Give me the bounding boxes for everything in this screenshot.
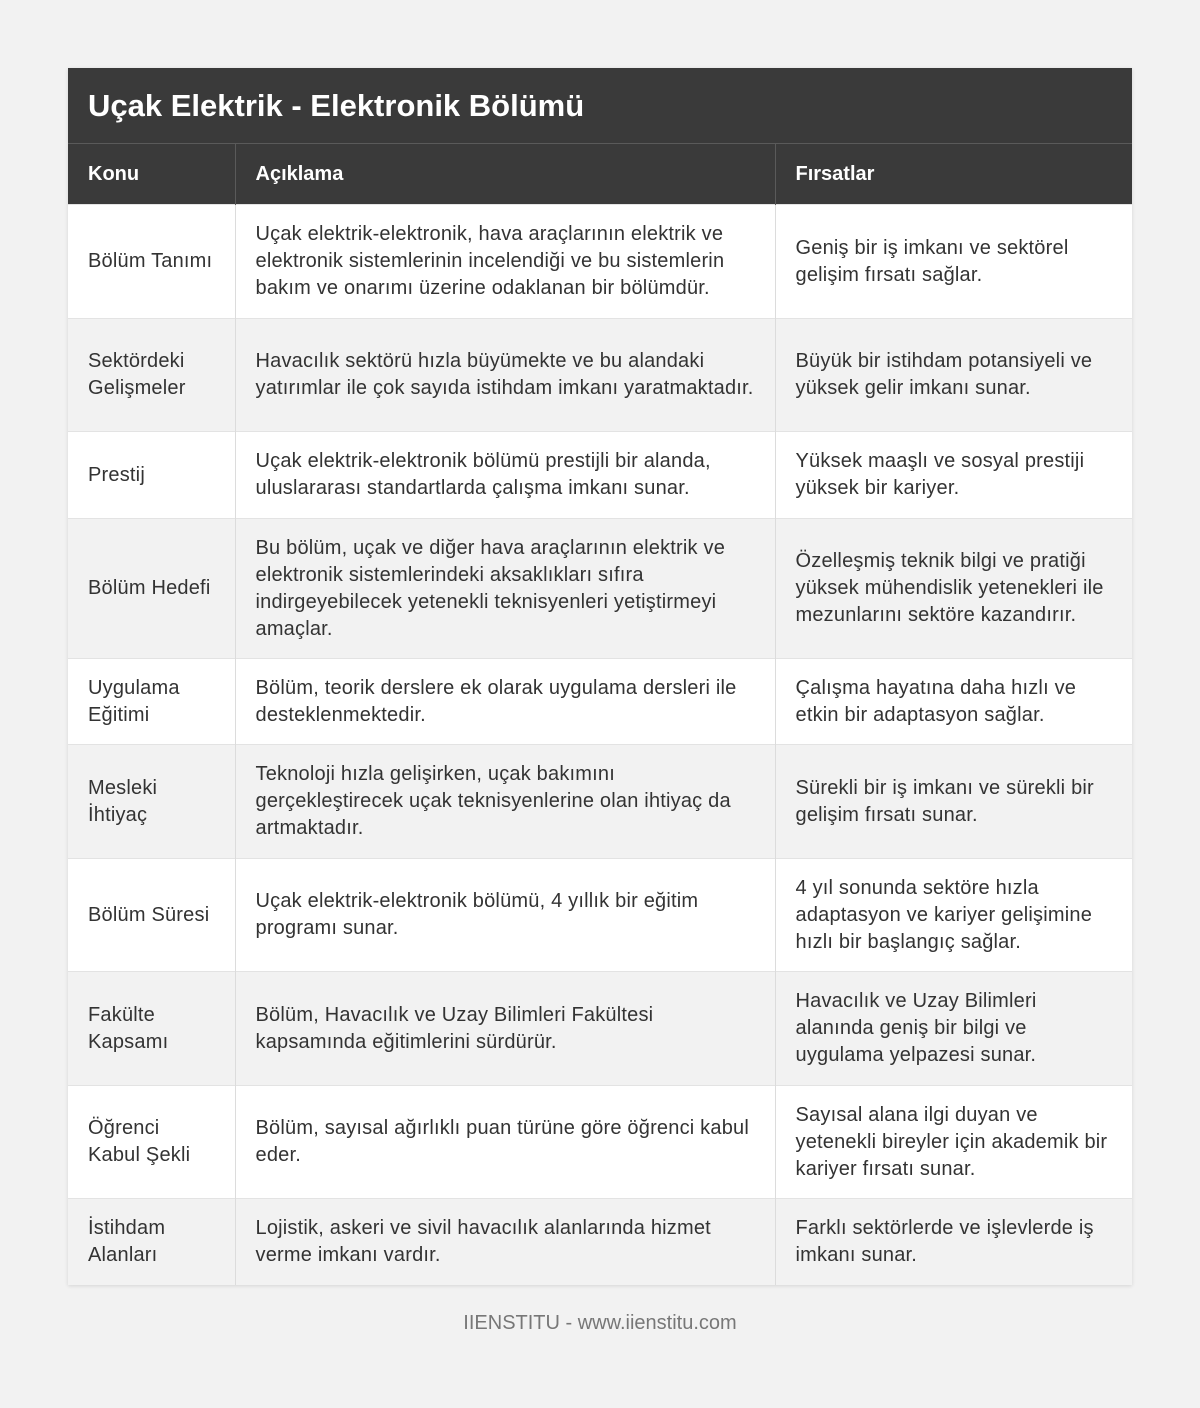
table-row: Prestij Uçak elektrik-elektronik bölümü p…: [68, 431, 1132, 519]
table-cell: Prestij: [68, 431, 236, 519]
table-row: Mesleki İhtiyaç Teknoloji hızla gelişirke…: [68, 744, 1132, 859]
table-cell: Havacılık sektörü hızla büyümekte ve bu …: [235, 318, 776, 432]
table-cell: Uygulama Eğitimi: [68, 658, 236, 745]
table-title: Uçak Elektrik - Elektronik Bölümü: [68, 68, 1132, 144]
table-cell: Uçak elektrik-elektronik bölümü, 4 yıllı…: [235, 858, 776, 972]
column-header: Açıklama: [235, 144, 776, 205]
table-cell: Teknoloji hızla gelişirken, uçak bakımın…: [235, 744, 776, 859]
table-cell: İstihdam Alanları: [68, 1198, 236, 1285]
table-card: Uçak Elektrik - Elektronik Bölümü Konu Aç…: [68, 68, 1132, 1285]
table-cell: Sektördeki Gelişmeler: [68, 318, 236, 432]
header-row: Konu Açıklama Fırsatlar: [68, 144, 1132, 205]
table-row: Bölüm Süresi Uçak elektrik-elektronik böl…: [68, 858, 1132, 972]
table-cell: Çalışma hayatına daha hızlı ve etkin bir…: [775, 658, 1132, 745]
table-cell: Sayısal alana ilgi duyan ve yetenekli bi…: [775, 1085, 1132, 1199]
table: Konu Açıklama Fırsatlar Bölüm Tanımı Uçak e…: [68, 144, 1132, 1285]
footer: IIENSTITU - www.iienstitu.com: [463, 1312, 737, 1334]
table-cell: Mesleki İhtiyaç: [68, 744, 236, 859]
table-cell: Bölüm, Havacılık ve Uzay Bilimleri Fakül…: [235, 971, 776, 1086]
table-cell: Geniş bir iş imkanı ve sektörel gelişim …: [775, 204, 1132, 319]
table-cell: Bu bölüm, uçak ve diğer hava araçlarının…: [235, 518, 776, 659]
table-row: Bölüm Hedefi Bu bölüm, uçak ve diğer hava…: [68, 518, 1132, 659]
column-header: Konu: [68, 144, 236, 205]
column-header: Fırsatlar: [775, 144, 1132, 205]
table-body: Bölüm Tanımı Uçak elektrik-elektronik, ha…: [68, 204, 1132, 1285]
table-cell: Bölüm Hedefi: [68, 518, 236, 659]
table-cell: Lojistik, askeri ve sivil havacılık alan…: [235, 1198, 776, 1285]
table-row: Öğrenci Kabul Şekli Bölüm, sayısal ağırlı…: [68, 1085, 1132, 1199]
table-row: Uygulama Eğitimi Bölüm, teorik derslere e…: [68, 658, 1132, 745]
table-cell: Bölüm, teorik derslere ek olarak uygulam…: [235, 658, 776, 745]
table-cell: Öğrenci Kabul Şekli: [68, 1085, 236, 1199]
table-cell: Sürekli bir iş imkanı ve sürekli bir gel…: [775, 744, 1132, 859]
table-row: Sektördeki Gelişmeler Havacılık sektörü h…: [68, 318, 1132, 432]
table-cell: Bölüm, sayısal ağırlıklı puan türüne gör…: [235, 1085, 776, 1199]
table-cell: Havacılık ve Uzay Bilimleri alanında gen…: [775, 971, 1132, 1086]
table-cell: Özelleşmiş teknik bilgi ve pratiği yükse…: [775, 518, 1132, 659]
table-cell: 4 yıl sonunda sektöre hızla adaptasyon v…: [775, 858, 1132, 972]
table-cell: Fakülte Kapsamı: [68, 971, 236, 1086]
table-cell: Farklı sektörlerde ve işlevlerde iş imka…: [775, 1198, 1132, 1285]
table-row: Fakülte Kapsamı Bölüm, Havacılık ve Uzay …: [68, 971, 1132, 1086]
table-row: Bölüm Tanımı Uçak elektrik-elektronik, ha…: [68, 204, 1132, 319]
table-cell: Büyük bir istihdam potansiyeli ve yüksek…: [775, 318, 1132, 432]
table-row: İstihdam Alanları Lojistik, askeri ve siv…: [68, 1198, 1132, 1285]
table-cell: Yüksek maaşlı ve sosyal prestiji yüksek …: [775, 431, 1132, 519]
table-cell: Bölüm Süresi: [68, 858, 236, 972]
table-cell: Uçak elektrik-elektronik, hava araçların…: [235, 204, 776, 319]
table-cell: Uçak elektrik-elektronik bölümü prestijl…: [235, 431, 776, 519]
table-cell: Bölüm Tanımı: [68, 204, 236, 319]
